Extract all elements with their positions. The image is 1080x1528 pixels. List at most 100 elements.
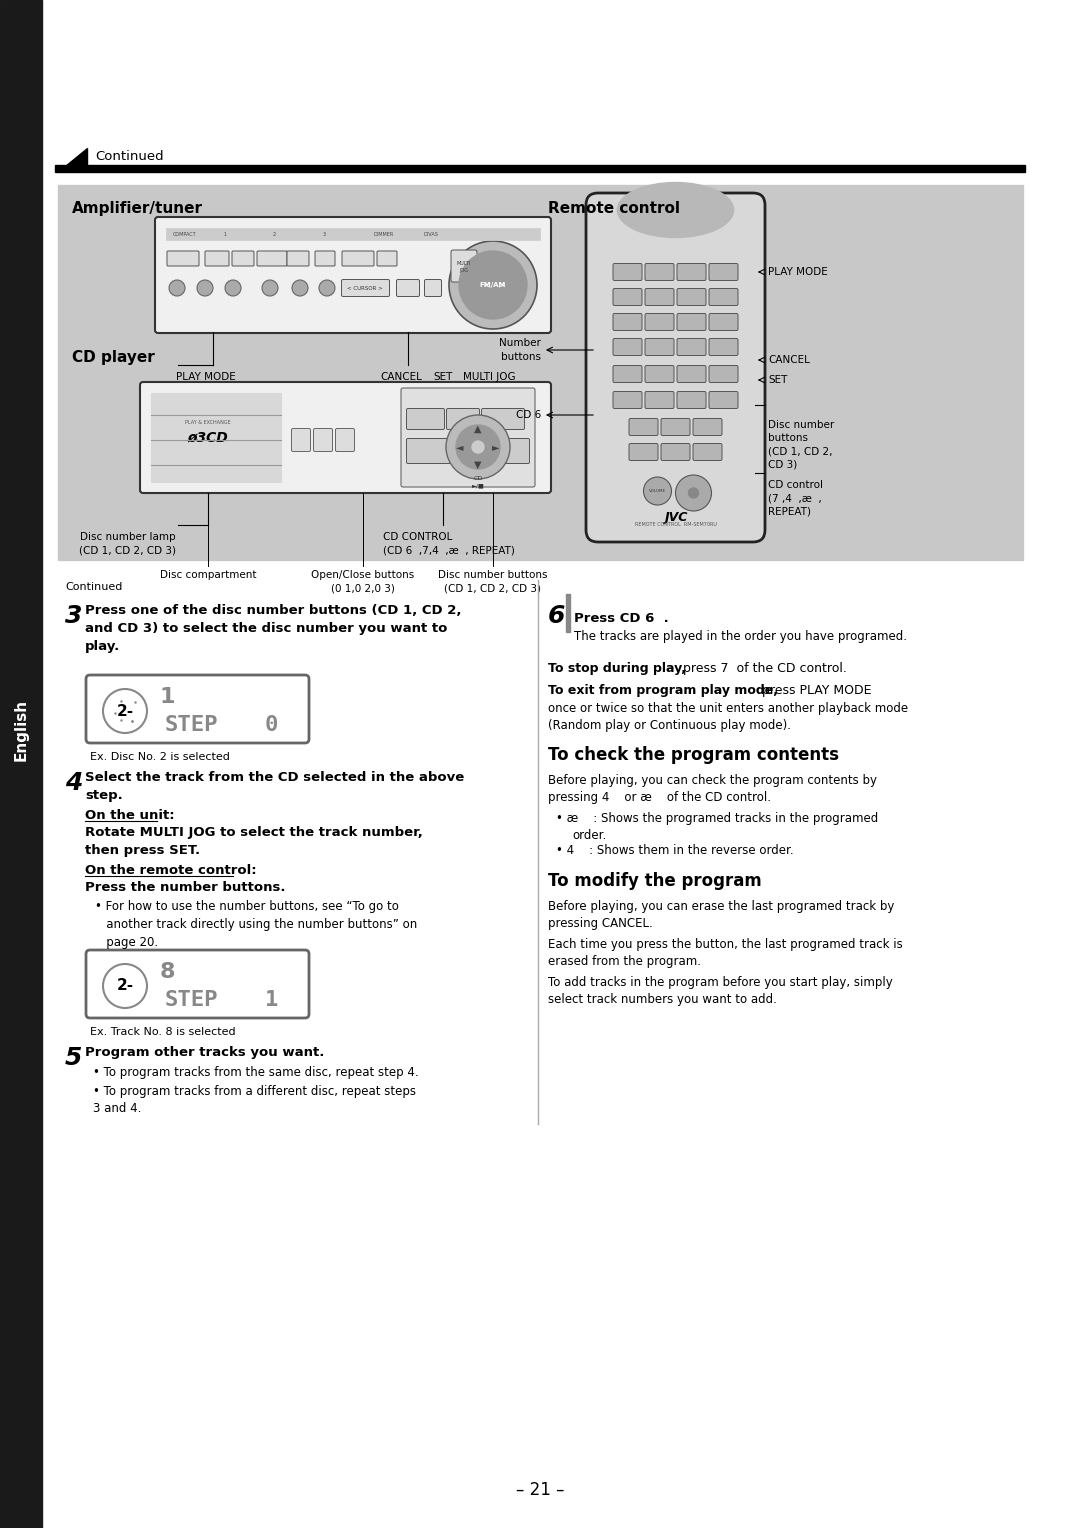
Text: English: English: [13, 698, 28, 761]
Bar: [566, 594, 570, 633]
FancyBboxPatch shape: [396, 280, 419, 296]
Text: 1: 1: [265, 990, 279, 1010]
FancyBboxPatch shape: [472, 439, 529, 463]
FancyBboxPatch shape: [167, 251, 199, 266]
FancyBboxPatch shape: [613, 313, 642, 330]
FancyBboxPatch shape: [205, 251, 229, 266]
Text: MULTI JOG: MULTI JOG: [463, 371, 515, 382]
Circle shape: [689, 487, 699, 498]
Text: 2-: 2-: [117, 703, 134, 718]
Circle shape: [449, 241, 537, 329]
FancyBboxPatch shape: [232, 251, 254, 266]
Text: • 4    : Shows them in the reverse order.: • 4 : Shows them in the reverse order.: [556, 843, 794, 857]
Text: 5: 5: [65, 1047, 82, 1070]
Text: PLAY MODE: PLAY MODE: [768, 267, 827, 277]
FancyBboxPatch shape: [708, 263, 738, 281]
FancyBboxPatch shape: [677, 313, 706, 330]
Circle shape: [225, 280, 241, 296]
Text: JVC: JVC: [664, 512, 687, 524]
Text: Before playing, you can check the program contents by: Before playing, you can check the progra…: [548, 775, 877, 787]
Text: 2-: 2-: [117, 978, 134, 993]
Text: ▲: ▲: [474, 423, 482, 434]
FancyBboxPatch shape: [613, 365, 642, 382]
FancyBboxPatch shape: [446, 408, 480, 429]
FancyBboxPatch shape: [645, 263, 674, 281]
Text: Select the track from the CD selected in the above
step.: Select the track from the CD selected in…: [85, 772, 464, 802]
Text: once or twice so that the unit enters another playback mode: once or twice so that the unit enters an…: [548, 701, 908, 715]
FancyBboxPatch shape: [341, 280, 390, 296]
Text: CD: CD: [473, 477, 483, 481]
FancyBboxPatch shape: [708, 391, 738, 408]
Text: Remote control: Remote control: [548, 202, 680, 215]
FancyBboxPatch shape: [693, 443, 723, 460]
Circle shape: [644, 477, 672, 504]
Text: To stop during play,: To stop during play,: [548, 662, 686, 675]
Text: (Random play or Continuous play mode).: (Random play or Continuous play mode).: [548, 720, 791, 732]
FancyBboxPatch shape: [336, 428, 354, 451]
Text: <: <: [484, 281, 490, 289]
FancyBboxPatch shape: [613, 339, 642, 356]
Text: • To program tracks from the same disc, repeat step 4.: • To program tracks from the same disc, …: [93, 1067, 419, 1079]
Text: Amplifier/tuner: Amplifier/tuner: [72, 202, 203, 215]
FancyBboxPatch shape: [313, 428, 333, 451]
Circle shape: [459, 251, 527, 319]
Text: 8: 8: [160, 963, 175, 983]
Circle shape: [319, 280, 335, 296]
FancyBboxPatch shape: [629, 443, 658, 460]
Text: CD control
(7 ,4  ,æ  ,
REPEAT): CD control (7 ,4 ,æ , REPEAT): [768, 480, 823, 516]
FancyBboxPatch shape: [677, 339, 706, 356]
FancyBboxPatch shape: [677, 289, 706, 306]
FancyBboxPatch shape: [482, 408, 525, 429]
Circle shape: [472, 442, 484, 452]
FancyBboxPatch shape: [613, 391, 642, 408]
Text: Number
buttons: Number buttons: [499, 338, 541, 362]
FancyBboxPatch shape: [645, 339, 674, 356]
Bar: [0, 0, 42, 1528]
Text: order.: order.: [572, 830, 606, 842]
Text: Each time you press the button, the last programed track is: Each time you press the button, the last…: [548, 938, 903, 950]
Text: 1: 1: [160, 688, 175, 707]
Text: Disc number buttons
(CD 1, CD 2, CD 3): Disc number buttons (CD 1, CD 2, CD 3): [438, 570, 548, 593]
Text: To add tracks in the program before you start play, simply: To add tracks in the program before you …: [548, 976, 893, 989]
Circle shape: [446, 416, 510, 478]
Text: Ex. Track No. 8 is selected: Ex. Track No. 8 is selected: [90, 1027, 235, 1038]
Text: select track numbers you want to add.: select track numbers you want to add.: [548, 993, 777, 1005]
Text: Press CD 6  .: Press CD 6 .: [573, 613, 669, 625]
FancyBboxPatch shape: [586, 193, 765, 542]
FancyBboxPatch shape: [406, 408, 445, 429]
Circle shape: [456, 425, 500, 469]
Text: Before playing, you can erase the last programed track by: Before playing, you can erase the last p…: [548, 900, 894, 914]
FancyBboxPatch shape: [140, 382, 551, 494]
Text: 3: 3: [65, 604, 82, 628]
Text: PLAY MODE: PLAY MODE: [176, 371, 235, 382]
Circle shape: [292, 280, 308, 296]
Text: COMPACT: COMPACT: [173, 232, 197, 237]
Text: Open/Close buttons
(0 1,0 2,0 3): Open/Close buttons (0 1,0 2,0 3): [311, 570, 415, 593]
Circle shape: [262, 280, 278, 296]
FancyBboxPatch shape: [693, 419, 723, 435]
Text: Rotate MULTI JOG to select the track number,
then press SET.: Rotate MULTI JOG to select the track num…: [85, 827, 423, 857]
FancyBboxPatch shape: [424, 280, 442, 296]
FancyBboxPatch shape: [661, 443, 690, 460]
FancyBboxPatch shape: [406, 439, 470, 463]
Text: press PLAY MODE: press PLAY MODE: [758, 685, 872, 697]
Text: CD player: CD player: [72, 350, 154, 365]
FancyBboxPatch shape: [661, 419, 690, 435]
FancyBboxPatch shape: [645, 289, 674, 306]
Text: To modify the program: To modify the program: [548, 872, 761, 889]
Text: Continued: Continued: [95, 150, 164, 163]
Text: REMOTE CONTROL  RM-SEM70RU: REMOTE CONTROL RM-SEM70RU: [635, 523, 716, 527]
Text: DIMMER: DIMMER: [373, 232, 393, 237]
Polygon shape: [65, 148, 87, 167]
Text: • æ    : Shows the programed tracks in the programed: • æ : Shows the programed tracks in the …: [556, 811, 878, 825]
Text: CANCEL: CANCEL: [768, 354, 810, 365]
Text: CANCEL: CANCEL: [380, 371, 422, 382]
Circle shape: [675, 475, 712, 510]
Text: SET: SET: [768, 374, 787, 385]
FancyBboxPatch shape: [708, 339, 738, 356]
Text: SET: SET: [433, 371, 453, 382]
Circle shape: [168, 280, 185, 296]
FancyBboxPatch shape: [613, 263, 642, 281]
FancyBboxPatch shape: [451, 251, 477, 283]
Text: • For how to use the number buttons, see “To go to
   another track directly usi: • For how to use the number buttons, see…: [95, 900, 417, 949]
